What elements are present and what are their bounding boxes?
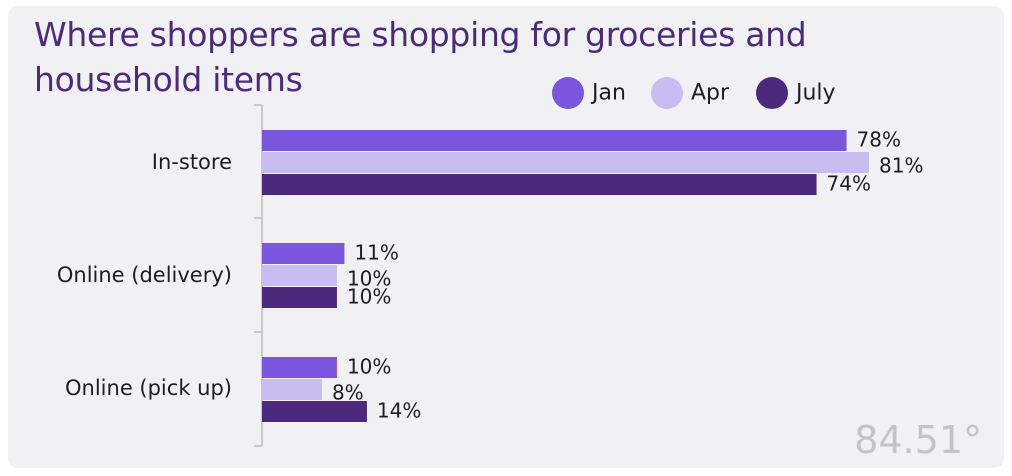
data-label: 10% bbox=[347, 267, 391, 291]
brand-logo: 84.51° bbox=[854, 418, 982, 462]
legend-swatch-apr bbox=[651, 77, 683, 109]
chart-title: Where shoppers are shopping for grocerie… bbox=[34, 12, 874, 102]
bar-apr-2 bbox=[262, 265, 337, 286]
chart-title-line-1: Where shoppers are shopping for grocerie… bbox=[34, 15, 807, 54]
bar-july-3 bbox=[262, 401, 367, 422]
data-label: 74% bbox=[827, 172, 871, 196]
data-label: 81% bbox=[879, 154, 923, 178]
bar-jan-3 bbox=[262, 357, 337, 378]
data-label: 10% bbox=[347, 355, 391, 379]
data-label: 10% bbox=[347, 285, 391, 309]
bar-apr-1 bbox=[262, 152, 869, 173]
category-label: In-store bbox=[152, 150, 232, 174]
data-label: 14% bbox=[377, 399, 421, 423]
bar-july-2 bbox=[262, 287, 337, 308]
bar-jan-2 bbox=[262, 243, 345, 264]
data-label: 78% bbox=[857, 128, 901, 152]
category-label: Online (delivery) bbox=[57, 263, 232, 287]
category-label: Online (pick up) bbox=[65, 376, 232, 400]
data-label: 11% bbox=[354, 241, 398, 265]
bar-apr-3 bbox=[262, 379, 322, 400]
legend-swatch-july bbox=[756, 77, 788, 109]
chart-card bbox=[8, 6, 1004, 468]
legend-label-july: July bbox=[794, 81, 836, 106]
bar-jan-1 bbox=[262, 130, 847, 151]
legend-label-jan: Jan bbox=[590, 81, 626, 106]
chart-title-line-2: household items bbox=[34, 60, 303, 99]
bar-july-1 bbox=[262, 174, 817, 195]
legend-label-apr: Apr bbox=[691, 81, 730, 106]
legend-swatch-jan bbox=[552, 77, 584, 109]
data-label: 8% bbox=[332, 381, 364, 405]
